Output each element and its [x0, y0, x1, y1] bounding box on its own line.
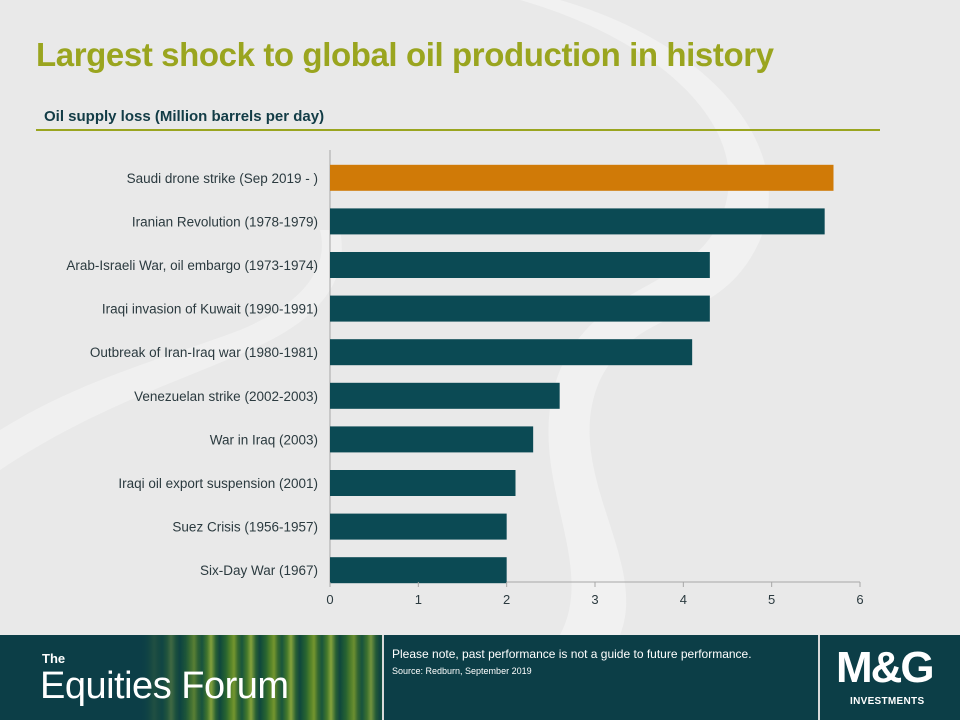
brand-name: Equities Forum: [40, 665, 289, 707]
disclaimer-text: Please note, past performance is not a g…: [392, 647, 752, 661]
x-tick-label: 1: [415, 592, 422, 607]
brand-prefix: The: [42, 651, 66, 666]
logo-main: M&G: [836, 643, 935, 692]
x-tick-label: 3: [591, 592, 598, 607]
category-label: Six-Day War (1967): [200, 563, 318, 578]
bar-9: [330, 557, 507, 584]
category-label: Outbreak of Iran-Iraq war (1980-1981): [90, 345, 318, 360]
bar-6: [330, 426, 534, 453]
mg-logo: M&G INVESTMENTS: [820, 635, 960, 720]
x-tick-label: 0: [326, 592, 333, 607]
x-tick-label: 6: [856, 592, 863, 607]
category-label: Suez Crisis (1956-1957): [172, 520, 318, 535]
bar-3: [330, 295, 710, 322]
logo-sub: INVESTMENTS: [850, 696, 925, 707]
x-tick-label: 5: [768, 592, 775, 607]
bar-8: [330, 513, 507, 540]
category-label: Iraqi invasion of Kuwait (1990-1991): [102, 302, 318, 317]
category-label: War in Iraq (2003): [210, 432, 318, 447]
category-label: Iranian Revolution (1978-1979): [132, 214, 318, 229]
category-label: Venezuelan strike (2002-2003): [134, 389, 318, 404]
footer-stripes-fade: [140, 635, 382, 720]
category-label: Saudi drone strike (Sep 2019 - ): [127, 171, 318, 186]
bar-2: [330, 252, 710, 278]
title-divider: [36, 129, 880, 131]
bar-chart: Saudi drone strike (Sep 2019 - ) Iranian …: [66, 150, 864, 607]
category-label: Iraqi oil export suspension (2001): [118, 476, 318, 491]
source-text: Source: Redburn, September 2019: [392, 666, 532, 676]
x-tick-label: 2: [503, 592, 510, 607]
bar-0: [330, 164, 834, 191]
bar-5: [330, 382, 560, 409]
category-label: Arab-Israeli War, oil embargo (1973-1974…: [66, 258, 318, 273]
footer-divider-right: [818, 635, 820, 720]
footer-divider-left: [382, 635, 384, 720]
bar-1: [330, 208, 825, 235]
chart-title: Largest shock to global oil production i…: [36, 36, 774, 73]
footer: The Equities Forum Please note, past per…: [0, 635, 960, 720]
x-tick-label: 4: [680, 592, 687, 607]
bar-4: [330, 339, 693, 366]
chart-subtitle: Oil supply loss (Million barrels per day…: [44, 108, 325, 125]
bar-7: [330, 470, 516, 496]
